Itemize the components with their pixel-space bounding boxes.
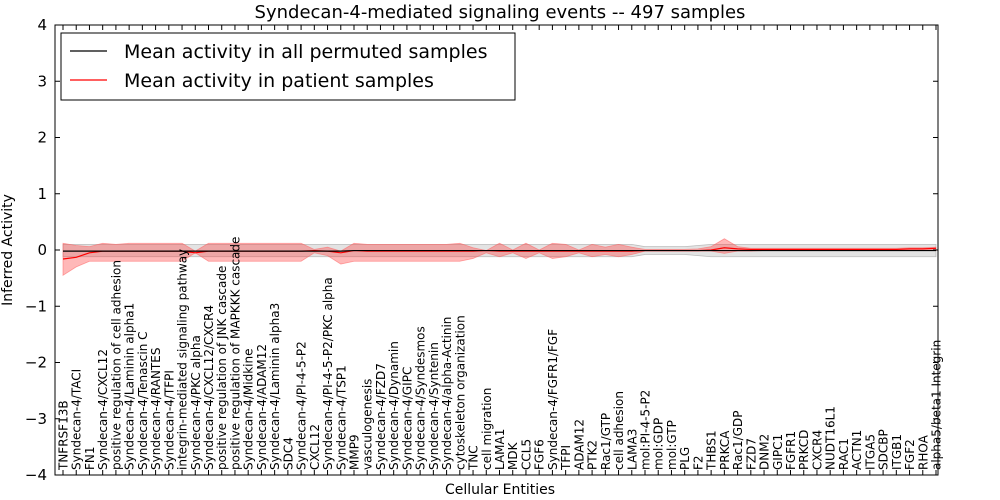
x-tick-label: SDC4 [281,437,295,470]
legend-box [60,32,516,101]
x-tick-label: positive regulation of JNK cascade [215,266,229,470]
x-tick-label: ACTN1 [850,430,864,470]
x-tick-label: SDCBP [877,429,891,470]
x-tick-label: Syndecan-4/Dynamin [387,341,401,470]
x-tick-label: RAC1 [837,438,851,470]
y-tick-label: 2 [37,129,47,147]
x-tick-label: ADAM12 [572,419,586,470]
x-tick-label: Syndecan-4/TSP1 [334,365,348,470]
x-tick-label: Syndecan-4/Midkine [242,349,256,470]
x-tick-label: Syndecan-4/Tenascin C [136,331,150,470]
x-axis-label: Cellular Entities [445,482,555,498]
x-tick-label: Rac1/GDP [731,411,745,470]
x-tick-label: PTK2 [586,440,600,470]
x-tick-label: Syndecan-4/CXCL12 [96,349,110,470]
x-tick-label: mol:PI-4-5-P2 [639,390,653,470]
x-tick-label: cell migration [480,388,494,470]
y-tick-label: −2 [25,354,47,372]
x-tick-label: GIPC1 [771,434,785,470]
x-tick-label: mol:GDP [652,418,666,470]
y-tick-label: 4 [37,16,47,34]
x-tick-label: Syndecan-4/FZD7 [374,363,388,470]
x-tick-label: PLG [678,447,692,470]
legend: Mean activity in all permuted samples Me… [60,32,516,101]
x-tick-label: Syndecan-4/Syntenin [427,342,441,470]
x-tick-label: LAMA3 [625,429,639,470]
x-tick-label: ITGA5 [863,434,877,470]
confidence-bands [62,238,937,277]
x-tick-label: alpha5/beta1 Integrin [930,340,944,470]
x-tick-label: positive regulation of MAPKKK cascade [228,237,242,470]
x-tick-label: TNFRSF13B [57,400,71,471]
y-tick-label: −1 [25,297,47,315]
x-tick-label: Syndecan-4/alpha-Actinin [440,317,454,470]
chart-title: Syndecan-4-mediated signaling events -- … [255,2,746,23]
x-tick-label: THBS1 [705,430,719,471]
x-tick-label: Rac1/GTP [599,413,613,470]
x-tick-label: cytoskeleton organization [453,315,467,470]
x-tick-label: Syndecan-4/GIPC [400,367,414,470]
y-tick-label: 3 [37,72,47,90]
x-tick-label: Syndecan-4/PI-4-5-P2/PKC alpha [321,277,335,470]
x-tick-label: Syndecan-4/TFPI [162,370,176,470]
x-tick-label: cell adhesion [612,391,626,470]
x-tick-label: FGF2 [903,439,917,470]
x-tick-label: Syndecan-4/PI-4-5-P2 [295,341,309,470]
x-tick-label: vasculogenesis [361,379,375,470]
series-line-permuted [63,249,936,252]
x-tick-label: positive regulation of cell adhesion [109,260,123,470]
x-tick-label: MMP9 [348,434,362,470]
x-tick-label: integrin-mediated signaling pathway [176,249,190,470]
x-tick-label: FN1 [83,446,97,470]
x-tick-label: MDK [506,441,520,470]
series-lines [62,247,937,260]
x-tick-label: Syndecan-4/PKC alpha [189,335,203,470]
legend-label-patient: Mean activity in patient samples [124,70,434,92]
x-tick-label: TFPI [559,445,573,471]
x-tick-label: PRKCD [797,430,811,470]
x-tick-label: CXCL12 [308,424,322,470]
x-tick-label: CCL5 [519,439,533,470]
x-tick-label: PRKCA [718,430,732,470]
x-tick-label: mol:GTP [665,420,679,470]
x-tick-label: CXCR4 [810,430,824,470]
x-tick-label: RHOA [916,434,930,470]
x-tick-label: FGF6 [533,439,547,470]
x-tick-label: F2 [691,455,705,470]
x-tick-label: Syndecan-4/CXCL12/CXCR4 [202,305,216,470]
x-tick-label: Syndecan-4/ADAM12 [255,344,269,470]
y-axis: 4 3 2 1 0 −1 −2 −3 −4 [25,16,938,484]
x-tick-label: Syndecan-4/Laminin alpha3 [268,303,282,470]
y-tick-label: 0 [37,241,47,259]
x-tick-label: FGFR1 [784,431,798,470]
x-tick-label: DNM2 [758,434,772,470]
x-tick-label: TNC [467,445,481,471]
x-tick-label: Syndecan-4/TACI [70,369,84,470]
x-tick-label: FZD7 [744,438,758,470]
x-tick-label: Syndecan-4/Syndesmos [414,326,428,470]
x-tick-label: LAMA1 [493,429,507,470]
y-tick-label: −3 [25,410,47,428]
x-tick-label: Syndecan-4/FGFR1/FGF [546,329,560,470]
x-tick-label: Syndecan-4/Laminin alpha1 [123,303,137,470]
y-tick-label: 1 [37,185,47,203]
x-axis: TNFRSF13B Syndecan-4/TACI FN1 Syndecan-4/CX… [57,25,944,475]
legend-label-permuted: Mean activity in all permuted samples [124,41,487,63]
y-tick-label: −4 [25,466,47,484]
x-tick-label: Syndecan-4/RANTES [149,348,163,470]
x-tick-label: ITGB1 [890,434,904,470]
y-axis-label: Inferred Activity [0,194,16,306]
x-tick-label: NUDT16L1 [824,406,838,470]
